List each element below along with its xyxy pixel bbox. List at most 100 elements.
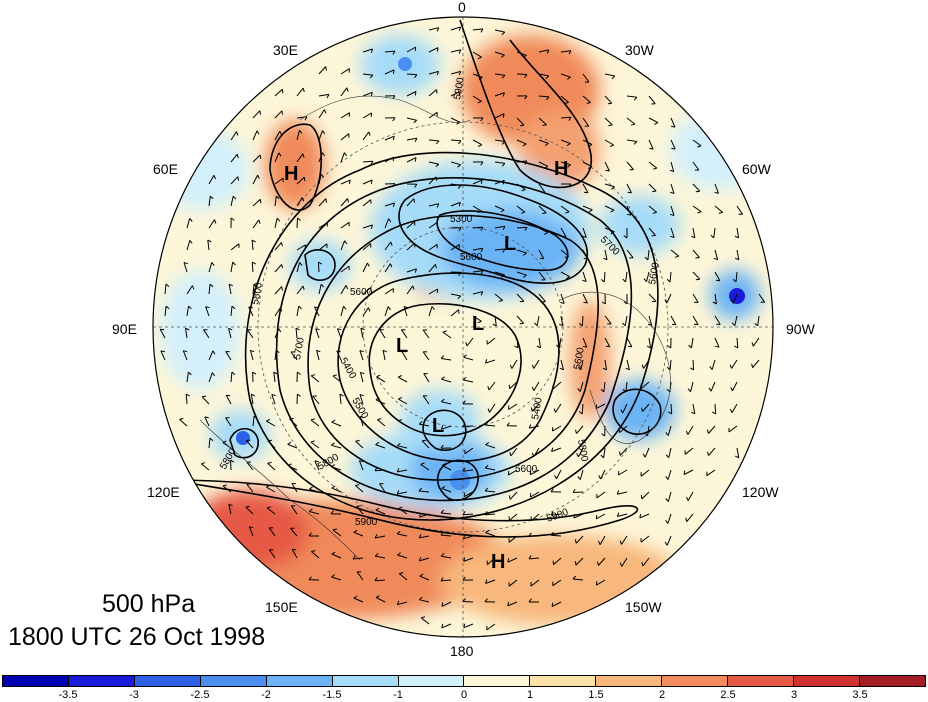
wind-barb-flag <box>610 209 615 213</box>
wind-barb <box>273 372 276 383</box>
wind-barb <box>538 249 545 260</box>
wind-barb-flag <box>751 363 754 368</box>
wind-barb <box>384 156 394 163</box>
wind-barb <box>406 285 414 295</box>
wind-barb-flag <box>375 397 380 401</box>
wind-barb <box>450 309 460 317</box>
wind-barb-flag <box>331 442 335 446</box>
wind-barb-flag <box>652 211 657 214</box>
wind-barb <box>580 359 584 370</box>
wind-barb <box>648 315 653 326</box>
wind-barb <box>710 381 716 392</box>
colorbar-tick-label: 2 <box>658 689 666 701</box>
wind-barb-flag <box>683 470 686 475</box>
wind-barb <box>268 527 276 537</box>
wind-barb <box>428 139 440 142</box>
wind-barb-flag <box>236 154 239 159</box>
wind-barb-flag <box>529 470 532 475</box>
wind-barb <box>362 73 373 76</box>
wind-barb <box>287 443 298 449</box>
wind-barb-flag <box>649 147 654 150</box>
wind-barb <box>289 418 298 427</box>
wind-barb-flag <box>577 366 582 371</box>
wind-barb <box>560 271 571 278</box>
wind-barb <box>604 73 615 77</box>
wind-barb <box>648 205 658 213</box>
wind-barb-flag <box>331 419 336 423</box>
wind-barb <box>604 139 614 146</box>
wind-barb <box>340 87 348 97</box>
wind-barb <box>331 553 342 559</box>
wind-barb-flag <box>578 411 583 415</box>
wind-barb-flag <box>250 349 255 353</box>
wind-barb-flag <box>642 453 646 458</box>
wind-barb-flag <box>275 349 280 354</box>
wind-barb <box>573 513 584 519</box>
wind-barb-flag <box>500 209 505 213</box>
wind-barb-flag <box>309 486 313 490</box>
wind-barb <box>314 306 320 317</box>
wind-barb-flag <box>289 417 294 420</box>
wind-barb-flag <box>257 174 260 179</box>
wind-barb <box>538 271 546 281</box>
graticule <box>153 17 773 637</box>
wind-barb <box>736 227 740 238</box>
wind-barb <box>582 117 590 127</box>
colorbar-tick-label: 1 <box>526 689 534 701</box>
wind-barb-flag <box>185 393 190 397</box>
wind-barb <box>731 359 738 369</box>
wind-barb-flag <box>524 74 528 79</box>
wind-barb <box>423 373 430 383</box>
wind-barb-flag <box>734 455 740 459</box>
wind-barb <box>670 227 675 238</box>
wind-barb <box>604 315 612 325</box>
wind-barb <box>208 284 211 295</box>
wind-barb <box>692 403 696 414</box>
wind-barb-flag <box>463 492 466 497</box>
wind-barb <box>531 403 540 412</box>
wind-barb-flag <box>462 467 466 472</box>
wind-barb-flag <box>501 274 505 278</box>
wind-barb <box>626 359 630 370</box>
wind-barb <box>582 271 587 282</box>
colorbar-tick-label: -3.5 <box>58 689 78 701</box>
wind-barb <box>450 161 461 166</box>
wind-barb <box>463 623 474 629</box>
wind-barb <box>642 557 650 567</box>
wind-barb <box>362 91 373 97</box>
contour-label: 5700 <box>292 336 307 360</box>
wind-barb <box>450 26 461 31</box>
wind-barb <box>310 375 320 383</box>
wind-barb <box>604 359 607 370</box>
wind-barb <box>450 293 461 297</box>
wind-barb <box>494 51 505 56</box>
wind-barb-flag <box>440 444 444 449</box>
wind-barb <box>164 283 167 295</box>
wind-barb <box>643 359 650 369</box>
wind-barb <box>274 196 277 207</box>
colorbar-ticks: -3.5 -3 -2.5 -2 -1.5 -1 0 1 1.5 2 2.5 3 3.5 <box>2 689 926 701</box>
wind-barb <box>516 117 525 126</box>
wind-barb-flag <box>568 116 572 121</box>
wind-barb <box>670 249 680 257</box>
wind-barb <box>553 381 562 389</box>
wind-barb <box>579 381 584 392</box>
contour-label: 5900 <box>452 76 467 100</box>
wind-barb-flag <box>413 119 418 124</box>
wind-barb <box>295 328 298 339</box>
wind-barb <box>406 117 417 121</box>
wind-barb-flag <box>608 124 613 127</box>
wind-barb-flag <box>601 433 606 437</box>
wind-barb <box>397 554 408 559</box>
wind-barb-flag <box>331 574 336 578</box>
wind-barb-flag <box>374 534 378 539</box>
wind-barb <box>230 153 238 163</box>
wind-barb <box>186 306 189 317</box>
wind-barb <box>463 535 474 540</box>
wind-barb <box>296 306 300 317</box>
wind-barb-flag <box>396 490 400 495</box>
wind-barb <box>666 535 672 546</box>
wind-barb <box>714 337 720 348</box>
wind-barb <box>360 328 364 339</box>
wind-barb-flag <box>609 144 614 148</box>
